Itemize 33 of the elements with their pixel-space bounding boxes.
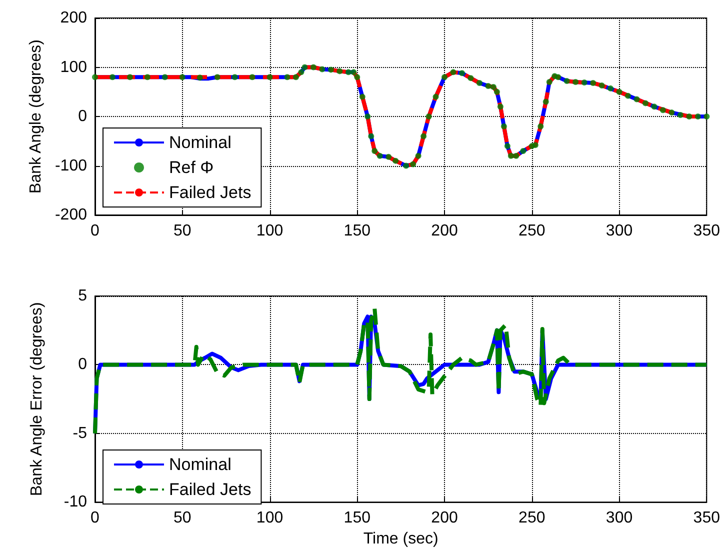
x-tick-label: 300 <box>606 510 633 527</box>
x-tick-label: 50 <box>173 222 192 240</box>
legend-label: Failed Jets <box>169 480 252 499</box>
legend-label: Nominal <box>169 133 232 152</box>
x-tick-label: 0 <box>90 222 100 240</box>
x-tick-label: 100 <box>256 510 284 527</box>
x-tick-label: 250 <box>518 510 546 527</box>
x-tick-label: 150 <box>344 222 371 240</box>
x-axis-title: Time (sec) <box>363 530 438 548</box>
x-tick-label: 0 <box>90 510 100 527</box>
y-tick-label: 0 <box>78 356 88 374</box>
legend-label: Nominal <box>169 455 232 474</box>
x-tick-label: 150 <box>344 510 371 527</box>
x-tick-label: 100 <box>256 222 284 240</box>
y-axis-title: Bank Angle (degrees) <box>28 40 45 194</box>
y-tick-label: 0 <box>78 108 88 125</box>
x-tick-label: 350 <box>693 222 720 240</box>
y-tick-label: 200 <box>60 10 88 26</box>
y-tick-label: -5 <box>72 424 88 442</box>
y-tick-label: -10 <box>64 494 88 511</box>
x-tick-label: 50 <box>173 510 192 527</box>
y-tick-label: 100 <box>60 58 88 76</box>
y-tick-label: -100 <box>54 157 88 174</box>
y-axis-title: Bank Angle Error (degrees) <box>28 302 46 496</box>
x-tick-label: 200 <box>431 510 458 527</box>
legend-label: Ref Φ <box>169 158 214 177</box>
x-tick-label: 300 <box>606 222 633 240</box>
y-tick-label: 5 <box>78 288 88 304</box>
x-tick-label: 250 <box>518 222 546 240</box>
legend-label: Failed Jets <box>169 183 252 202</box>
x-tick-label: 200 <box>431 222 458 240</box>
y-tick-label: -200 <box>54 206 88 224</box>
x-tick-label: 350 <box>693 510 720 527</box>
